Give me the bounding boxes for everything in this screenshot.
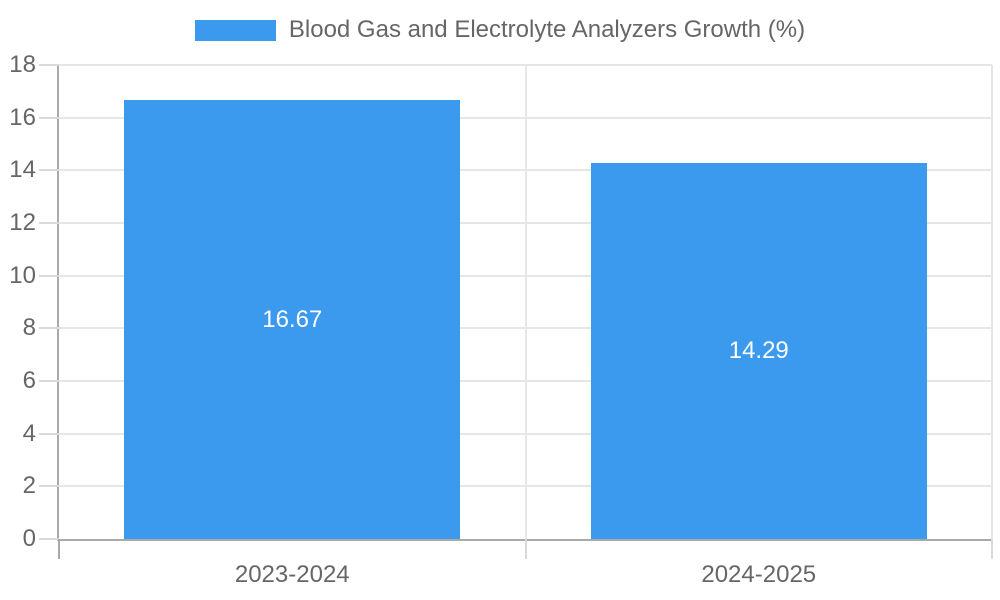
y-tick-mark	[39, 222, 59, 224]
y-tick-label: 14	[9, 156, 36, 184]
y-tick-label: 2	[22, 472, 36, 500]
y-tick-label: 10	[9, 261, 36, 289]
y-tick-label: 0	[22, 525, 36, 552]
y-tick-label: 8	[22, 314, 36, 342]
y-tick-mark	[39, 64, 59, 66]
bar[interactable]	[591, 163, 927, 539]
bar-value-label: 16.67	[262, 305, 323, 333]
x-tick-label: 2023-2024	[234, 561, 350, 588]
y-tick-mark	[39, 274, 59, 277]
legend-label: Blood Gas and Electrolyte Analyzers Grow…	[288, 16, 806, 43]
y-tick-label: 18	[9, 51, 36, 78]
plot-area: 16.67 14.29	[57, 64, 993, 541]
x-tick-label: 2024-2025	[701, 561, 817, 588]
y-tick-mark	[39, 485, 59, 488]
y-tick-mark	[39, 327, 59, 330]
y-tick-label: 4	[22, 419, 36, 447]
y-tick-mark	[39, 169, 59, 172]
y-tick-label: 6	[22, 367, 36, 394]
bar[interactable]	[124, 100, 460, 539]
y-tick-mark	[39, 380, 59, 382]
gridline-v	[991, 65, 993, 539]
x-tick-mark	[991, 539, 993, 559]
legend[interactable]: Blood Gas and Electrolyte Analyzers Grow…	[0, 17, 1000, 43]
y-tick-mark	[39, 538, 59, 540]
y-tick-label: 12	[9, 209, 36, 236]
y-tick-mark	[39, 116, 59, 119]
y-axis-line	[57, 65, 59, 539]
bar-value-label: 14.29	[728, 336, 789, 364]
x-tick-mark	[524, 539, 527, 559]
x-tick-mark	[58, 539, 60, 559]
gridline-v	[524, 65, 527, 539]
y-tick-mark	[39, 432, 59, 435]
y-tick-label: 16	[9, 103, 36, 131]
legend-swatch	[194, 19, 276, 41]
